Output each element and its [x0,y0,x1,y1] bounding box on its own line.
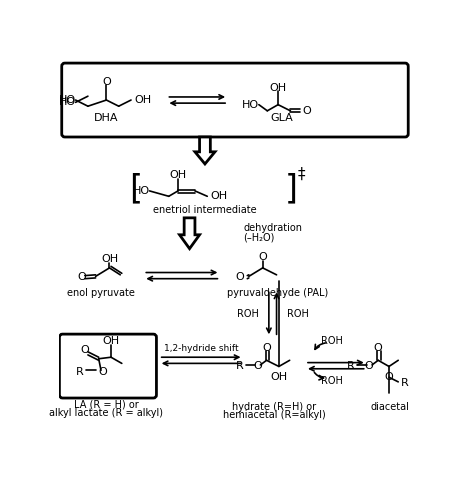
Text: OH: OH [169,170,186,180]
Text: O: O [80,346,89,356]
Text: O: O [384,372,392,382]
Text: R: R [400,378,408,388]
Text: ‡: ‡ [297,166,304,182]
Text: diacetal: diacetal [369,402,409,411]
Text: [: [ [129,173,142,206]
Text: HO: HO [241,100,258,110]
Text: R: R [347,362,354,372]
Text: O: O [77,272,86,282]
Text: OH: OH [269,82,286,92]
Text: enetriol intermediate: enetriol intermediate [153,205,256,215]
Text: (–H₂O): (–H₂O) [243,232,274,242]
Text: hemiacetal (R=alkyl): hemiacetal (R=alkyl) [223,410,325,420]
Text: alkyl lactate (R = alkyl): alkyl lactate (R = alkyl) [49,408,163,418]
Text: OH: OH [102,336,119,346]
Text: OH: OH [210,192,227,202]
Text: DHA: DHA [94,113,118,122]
Text: enol pyruvate: enol pyruvate [67,288,134,298]
Text: O: O [262,343,270,353]
Text: HO: HO [58,95,75,105]
FancyBboxPatch shape [59,334,156,398]
Text: O: O [373,343,382,353]
Text: O: O [252,362,261,372]
Text: O: O [302,106,311,116]
Text: GLA: GLA [270,113,293,122]
Text: LA (R = H) or: LA (R = H) or [74,399,139,409]
Text: ]: ] [284,173,297,206]
Text: O: O [258,252,267,262]
Text: O: O [98,367,106,377]
Text: OH: OH [270,372,287,382]
Text: R: R [75,367,83,377]
Text: ROH: ROH [236,309,258,319]
Text: pyruvaldehyde (PAL): pyruvaldehyde (PAL) [227,288,328,298]
Text: O: O [364,362,373,372]
Text: OH: OH [101,254,118,264]
Text: R: R [235,362,243,372]
Text: 1,2-hydride shift: 1,2-hydride shift [163,344,238,353]
Text: O: O [102,76,111,86]
Text: ROH: ROH [286,309,308,319]
Text: dehydration: dehydration [243,223,302,233]
Text: ROH: ROH [320,336,342,346]
Text: HO: HO [132,186,149,196]
Polygon shape [179,218,199,248]
Text: ROH: ROH [320,376,342,386]
Text: hydrate (R=H) or: hydrate (R=H) or [232,402,316,411]
Polygon shape [195,137,214,164]
Text: HO: HO [58,98,75,108]
Text: OH: OH [134,95,151,105]
FancyBboxPatch shape [62,63,407,137]
Text: O: O [235,272,244,282]
